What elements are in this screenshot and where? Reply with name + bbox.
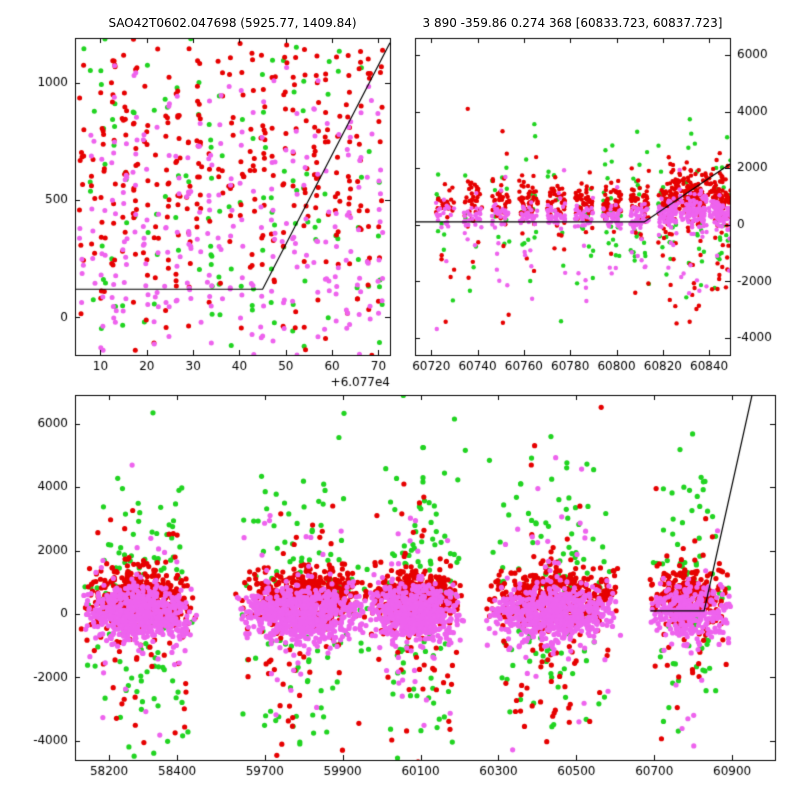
top-left-plot-title: SAO42T0602.047698 (5925.77, 1409.84) xyxy=(108,16,357,30)
top-right-plot-title: 3 890 -359.86 0.274 368 [60833.723, 6083… xyxy=(422,16,723,30)
